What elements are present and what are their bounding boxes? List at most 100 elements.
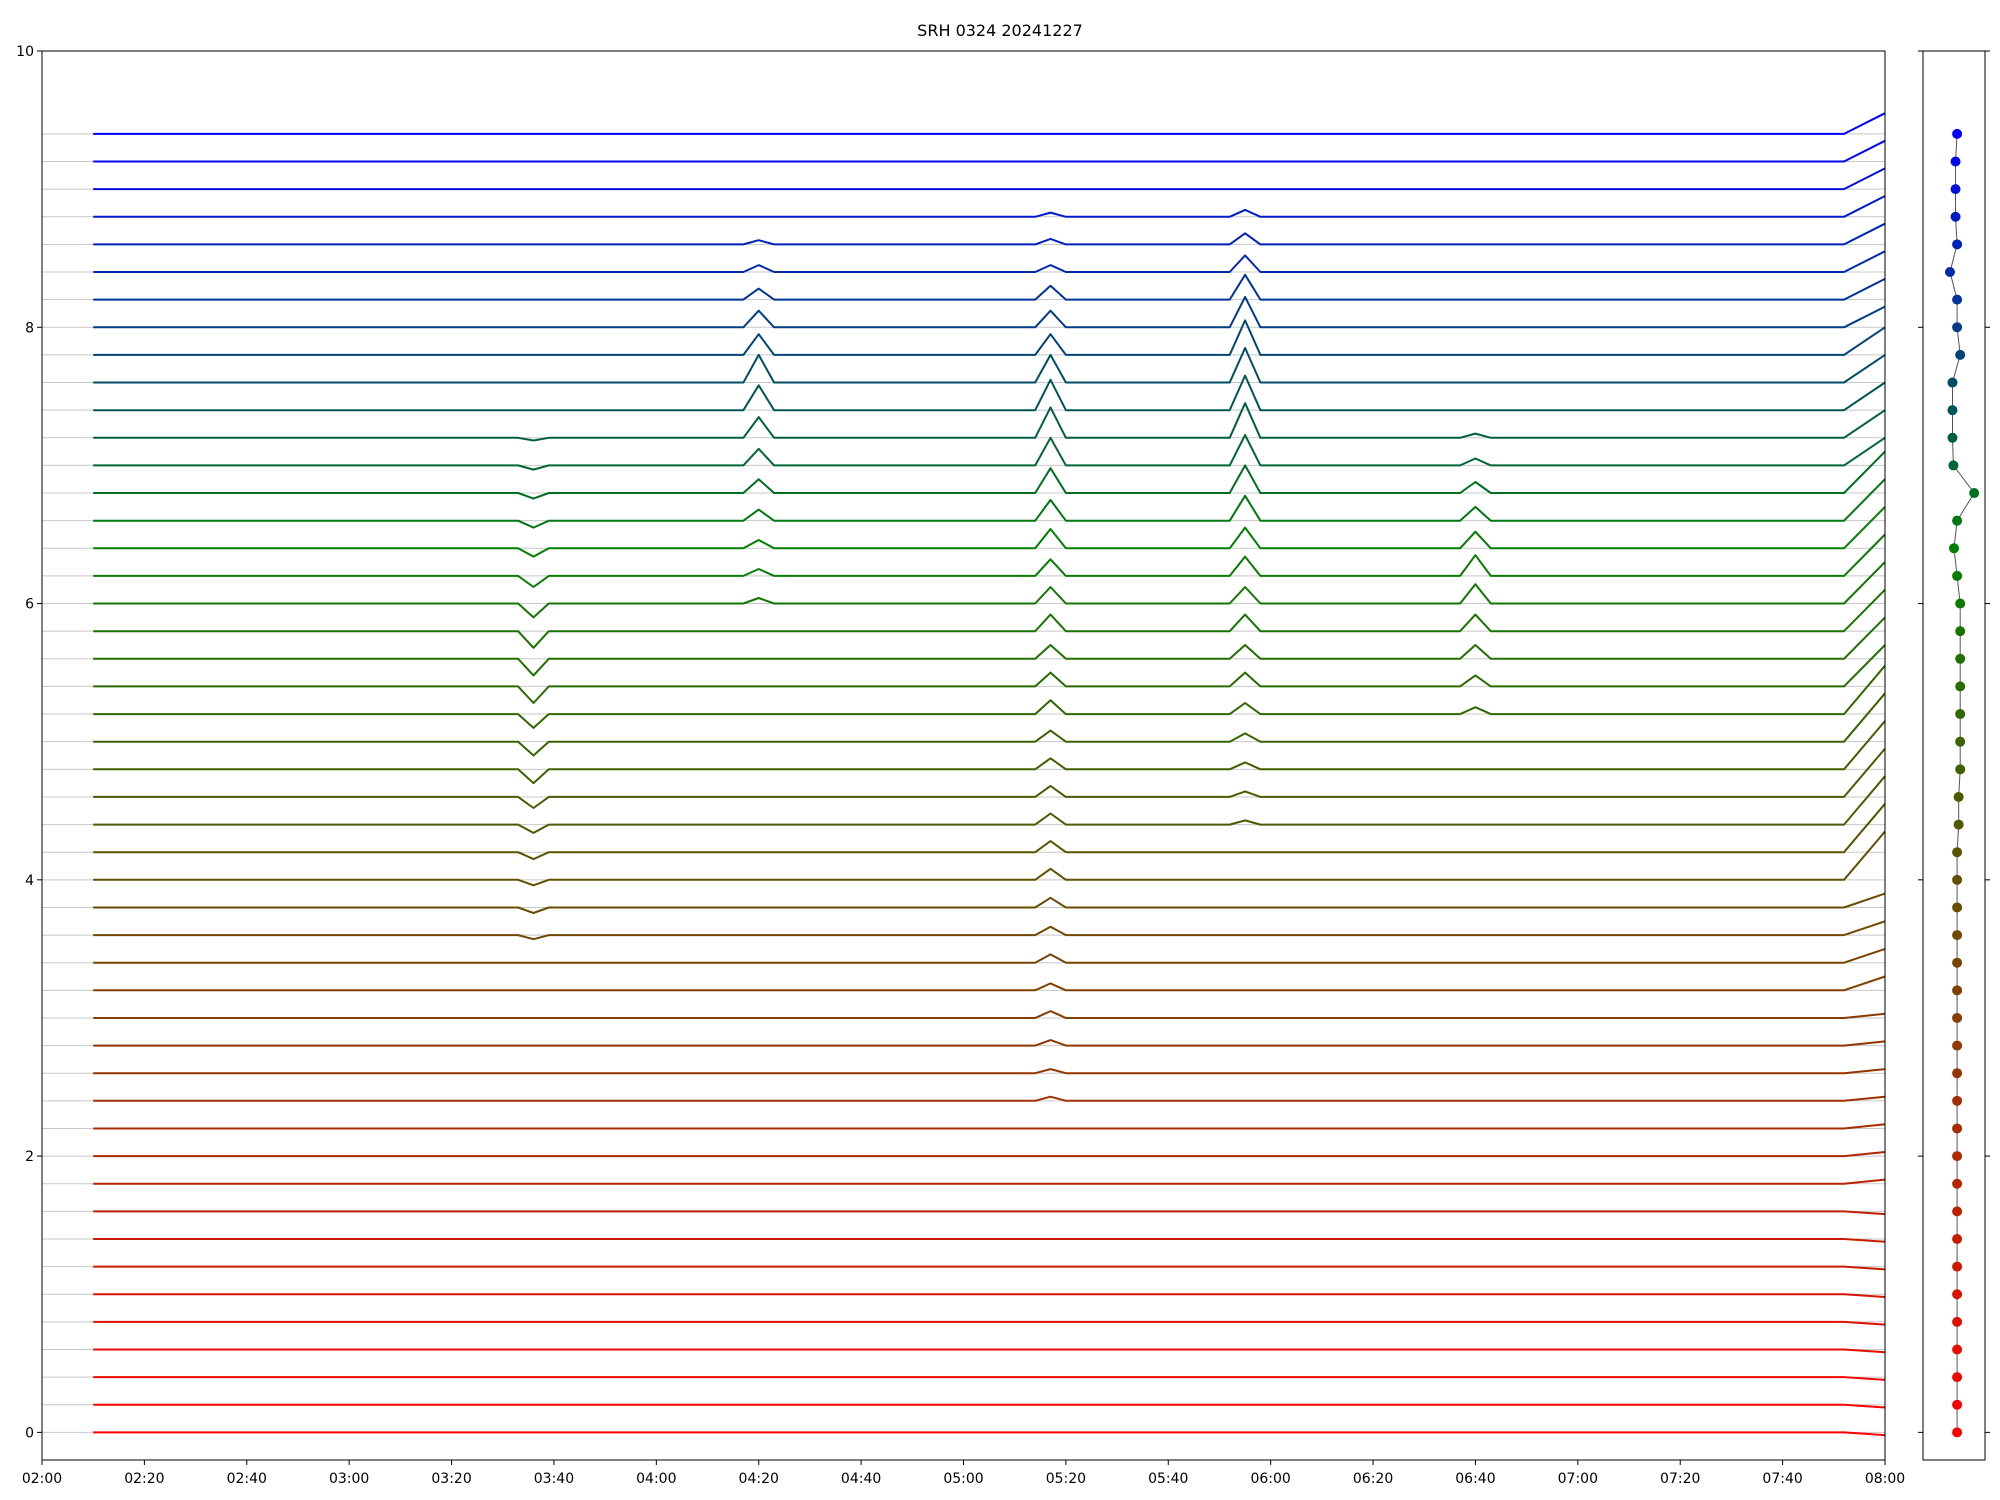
trace-line bbox=[93, 450, 1886, 500]
plot-frame bbox=[41, 50, 1886, 1461]
panel-point bbox=[1952, 874, 1963, 885]
panel-point bbox=[1952, 570, 1963, 581]
panel-point bbox=[1952, 294, 1963, 305]
trace-line bbox=[93, 1348, 1886, 1354]
panel-point bbox=[1950, 156, 1961, 167]
panel-point bbox=[1952, 1316, 1963, 1327]
trace-line bbox=[93, 747, 1886, 809]
traces bbox=[93, 112, 1886, 1437]
panel-point bbox=[1955, 709, 1966, 720]
trace-line bbox=[93, 295, 1886, 329]
panel-point bbox=[1952, 1427, 1963, 1438]
x-tick-label: 04:20 bbox=[739, 1471, 779, 1487]
trace-line bbox=[93, 775, 1886, 834]
panel-point bbox=[1955, 764, 1966, 775]
trace-line bbox=[93, 1431, 1886, 1437]
trace-line bbox=[93, 892, 1886, 914]
panel-point bbox=[1952, 1040, 1963, 1051]
panel-point bbox=[1952, 985, 1963, 996]
panel-point bbox=[1952, 847, 1963, 858]
panel-point bbox=[1955, 653, 1966, 664]
panel-point bbox=[1944, 267, 1955, 278]
x-tick-label: 03:00 bbox=[329, 1471, 369, 1487]
panel-point bbox=[1955, 681, 1966, 692]
axes: 0 2 4 6 8 10 02:00 02:20 02:40 03:00 03:20 03:40 04:… bbox=[16, 44, 1905, 1487]
x-tick-label: 07:00 bbox=[1558, 1471, 1598, 1487]
trace-line bbox=[93, 1151, 1886, 1158]
panel-point bbox=[1952, 1372, 1963, 1383]
panel-point bbox=[1949, 543, 1959, 554]
panel-point bbox=[1969, 488, 1980, 499]
trace-line bbox=[93, 1178, 1886, 1185]
x-tick-label: 03:40 bbox=[534, 1471, 574, 1487]
x-tick-label: 05:40 bbox=[1148, 1471, 1188, 1487]
x-tick-label: 02:20 bbox=[124, 1471, 164, 1487]
panel-point bbox=[1952, 239, 1963, 250]
x-tick-label: 03:20 bbox=[431, 1471, 471, 1487]
trace-line bbox=[93, 1010, 1886, 1019]
x-tick-label: 08:00 bbox=[1865, 1471, 1905, 1487]
panel-point bbox=[1952, 902, 1963, 913]
trace-line bbox=[93, 195, 1886, 218]
trace-line bbox=[93, 644, 1886, 704]
trace-line bbox=[93, 1095, 1886, 1102]
x-tick-label: 07:40 bbox=[1762, 1471, 1802, 1487]
trace-line bbox=[93, 920, 1886, 941]
panel-point bbox=[1952, 1095, 1963, 1106]
x-tick-label: 06:00 bbox=[1250, 1471, 1290, 1487]
y-tick-label: 4 bbox=[25, 873, 34, 889]
trace-line bbox=[93, 588, 1886, 649]
trace-line bbox=[93, 533, 1886, 588]
panel-frame bbox=[1922, 50, 1986, 1461]
panel-point bbox=[1955, 626, 1966, 637]
trace-line bbox=[93, 692, 1886, 757]
panel-point bbox=[1952, 1151, 1963, 1162]
trace-line bbox=[93, 167, 1886, 191]
y-tick-label: 0 bbox=[25, 1425, 34, 1441]
x-tick-label: 06:40 bbox=[1455, 1471, 1495, 1487]
y-tick-label: 8 bbox=[25, 320, 34, 336]
trace-line bbox=[93, 1068, 1886, 1075]
panel-point bbox=[1952, 1178, 1963, 1189]
panel-point bbox=[1950, 211, 1961, 222]
panel-point bbox=[1953, 791, 1964, 802]
y-tick-label: 10 bbox=[16, 44, 34, 60]
panel-point bbox=[1947, 377, 1958, 388]
trace-line bbox=[93, 112, 1886, 135]
x-tick-label: 05:00 bbox=[943, 1471, 983, 1487]
y-tick-label: 6 bbox=[25, 597, 34, 613]
trace-line bbox=[93, 616, 1886, 677]
panel-point bbox=[1952, 515, 1963, 526]
trace-line bbox=[93, 374, 1886, 412]
chart-title: SRH 0324 20241227 bbox=[917, 21, 1083, 40]
trace-line bbox=[93, 1265, 1886, 1271]
panel-point bbox=[1953, 819, 1964, 830]
trace-line bbox=[93, 139, 1886, 163]
x-tick-label: 05:20 bbox=[1046, 1471, 1086, 1487]
trace-line bbox=[93, 720, 1886, 785]
trace-line bbox=[93, 561, 1886, 619]
trace-line bbox=[93, 273, 1886, 301]
x-tick-label: 04:00 bbox=[636, 1471, 676, 1487]
trace-line bbox=[93, 434, 1886, 471]
trace-line bbox=[93, 830, 1886, 887]
panel-point bbox=[1952, 1233, 1963, 1244]
reference-lines bbox=[42, 133, 1885, 1433]
trace-line bbox=[93, 319, 1886, 356]
trace-line bbox=[93, 1238, 1886, 1243]
panel-point bbox=[1952, 1344, 1963, 1355]
x-tick-label: 07:20 bbox=[1660, 1471, 1700, 1487]
panel-point bbox=[1952, 1289, 1963, 1300]
panel-point bbox=[1955, 598, 1966, 609]
panel-point bbox=[1952, 322, 1963, 333]
trace-line bbox=[93, 975, 1886, 992]
x-tick-label: 02:00 bbox=[22, 1471, 62, 1487]
trace-line bbox=[93, 250, 1886, 273]
panel-point bbox=[1955, 736, 1966, 747]
trace-line bbox=[93, 1320, 1886, 1326]
y-tick-label: 2 bbox=[25, 1149, 34, 1165]
trace-line bbox=[93, 506, 1886, 558]
panel-point bbox=[1952, 128, 1963, 139]
panel-point bbox=[1952, 1123, 1963, 1134]
